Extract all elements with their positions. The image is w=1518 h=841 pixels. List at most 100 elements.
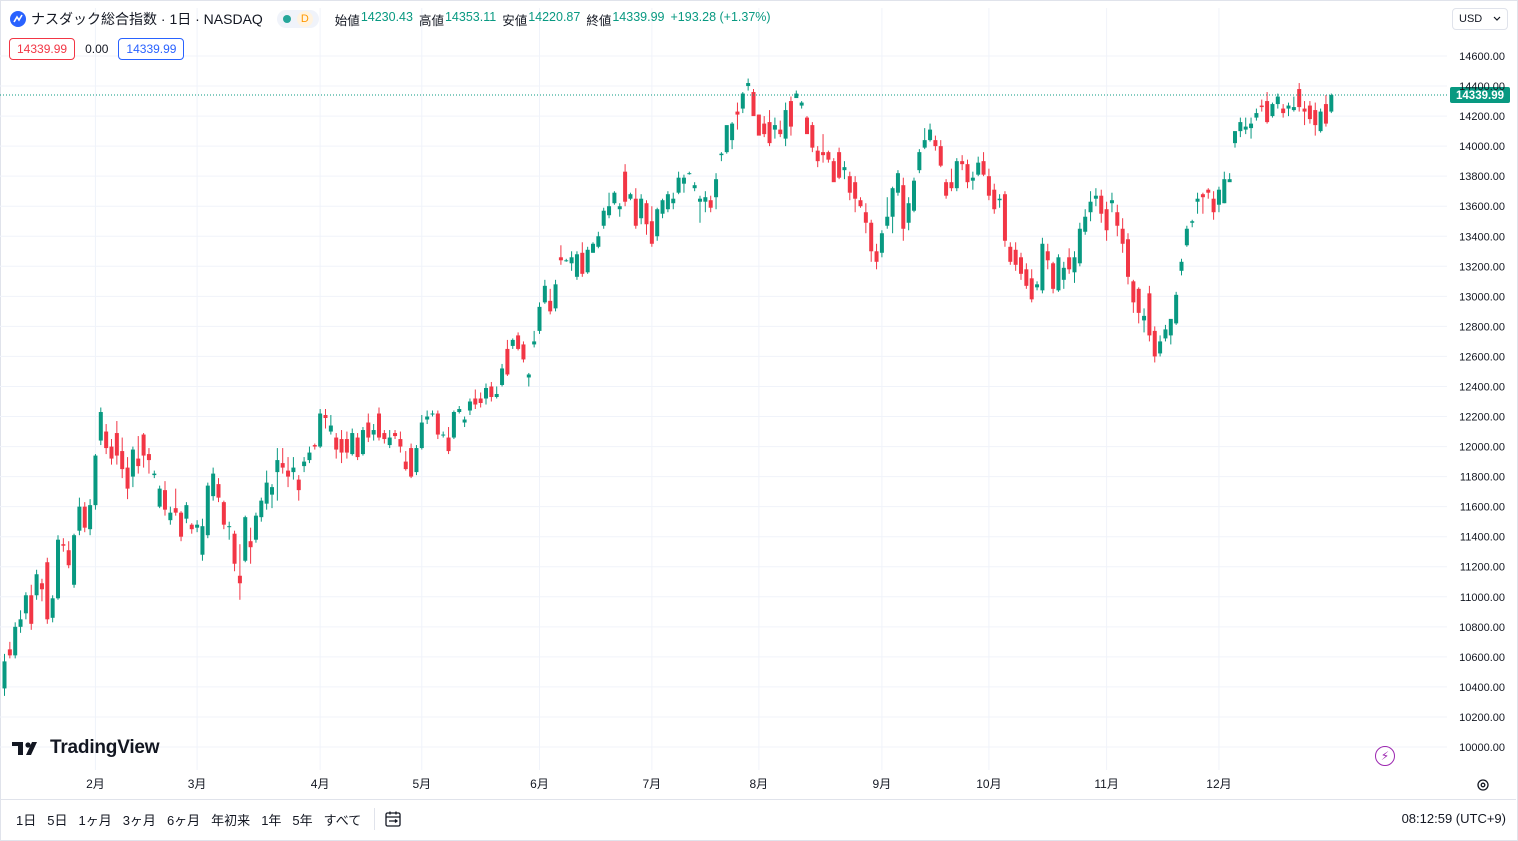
candle-body — [1329, 95, 1334, 112]
candle — [387, 430, 392, 449]
change-value: +193.28 (+1.37%) — [670, 9, 771, 24]
range-5y-button[interactable]: 5年 — [292, 812, 313, 828]
candle — [184, 502, 189, 524]
lightning-icon[interactable]: ⚡ — [1375, 746, 1395, 766]
last-price-label: 14339.99 — [1456, 90, 1504, 102]
candle-body — [211, 473, 216, 497]
candle — [569, 251, 574, 271]
candle-body — [1061, 267, 1066, 280]
time-tick-label: 6月 — [530, 777, 549, 791]
candle-body — [521, 344, 526, 360]
candle — [1051, 261, 1056, 294]
candle-body — [462, 419, 467, 423]
candle — [409, 443, 414, 479]
candle-body — [398, 439, 403, 447]
candle-body — [248, 541, 253, 548]
price-tick-label: 11600.00 — [1460, 502, 1505, 514]
candle-body — [954, 161, 959, 189]
candle — [248, 527, 253, 564]
range-1y-button[interactable]: 1年 — [261, 812, 282, 828]
candle — [280, 448, 285, 474]
range-1d-button[interactable]: 1日 — [16, 812, 37, 828]
candle-body — [1013, 249, 1018, 265]
candle-body — [1318, 111, 1323, 132]
candle-body — [425, 416, 430, 420]
candle-body — [890, 188, 895, 217]
candle-body — [788, 101, 793, 127]
candle — [1313, 102, 1318, 136]
calendar-range-icon[interactable] — [383, 809, 403, 829]
candle — [842, 161, 847, 180]
candle — [2, 653, 7, 696]
gear-icon[interactable] — [1474, 776, 1492, 794]
candle — [253, 512, 258, 543]
candle — [767, 110, 772, 147]
market-open-icon — [282, 15, 291, 23]
candle-body — [1040, 243, 1045, 291]
candle — [922, 128, 927, 150]
candle — [542, 279, 547, 304]
candle — [1126, 233, 1130, 285]
candle — [467, 398, 472, 416]
candle-body — [1099, 195, 1104, 214]
range-3m-button[interactable]: 3ヶ月 — [122, 812, 156, 828]
candle — [195, 520, 200, 533]
candle-body — [1216, 189, 1221, 205]
tradingview-logo[interactable]: TradingView — [12, 737, 160, 759]
high-value: 14353.11 — [444, 9, 497, 24]
candle — [18, 610, 23, 633]
candle-body — [692, 185, 697, 189]
candle — [548, 288, 553, 315]
candle — [1093, 188, 1098, 207]
clock-timezone[interactable]: 08:12:59 (UTC+9) — [1401, 811, 1506, 826]
range-all-button[interactable]: すべて — [323, 812, 362, 828]
candle — [403, 451, 408, 471]
range-6m-button[interactable]: 6ヶ月 — [166, 812, 201, 828]
candle-body — [976, 162, 981, 175]
candle-body — [435, 413, 440, 435]
candle-body — [419, 422, 424, 449]
candle — [157, 485, 162, 509]
market-status-pill[interactable]: D — [276, 10, 319, 28]
candle — [200, 518, 205, 561]
candle-body — [1120, 228, 1125, 244]
candle-body — [1281, 108, 1286, 114]
candle — [291, 457, 296, 480]
candle — [1254, 108, 1259, 121]
candle-body — [1313, 110, 1318, 126]
candle-body — [607, 206, 612, 216]
candle-body — [778, 129, 783, 135]
candle-body — [200, 526, 205, 555]
range-ytd-button[interactable]: 年初来 — [211, 812, 251, 828]
symbol-title[interactable]: ナスダック総合指数 · 1日 · NASDAQ — [31, 11, 263, 27]
candle-body — [34, 574, 39, 596]
candle-body — [93, 455, 98, 506]
candle — [484, 383, 488, 405]
candle-body — [970, 177, 975, 181]
candle-body — [1233, 131, 1237, 144]
buy-price-button[interactable]: 14339.99 — [118, 38, 185, 60]
candle — [398, 431, 403, 453]
candle-body — [842, 167, 847, 171]
time-tick-label: 3月 — [188, 777, 207, 791]
candle — [7, 641, 12, 659]
spread-value: 0.00 — [85, 42, 109, 56]
candle — [730, 122, 735, 150]
candle-body — [232, 533, 237, 564]
candle-body — [591, 243, 595, 253]
candle — [1227, 173, 1232, 183]
candle-body — [227, 526, 232, 528]
candle — [1195, 192, 1200, 214]
candle — [120, 437, 125, 479]
candle-body — [205, 485, 210, 536]
range-5d-button[interactable]: 5日 — [47, 812, 68, 828]
currency-select[interactable]: USD — [1452, 8, 1508, 30]
candle-body — [157, 488, 162, 507]
candle — [1142, 308, 1147, 333]
candle — [885, 197, 890, 229]
candle-body — [1200, 194, 1205, 198]
candles — [2, 78, 1334, 696]
range-1m-button[interactable]: 1ヶ月 — [78, 812, 112, 828]
sell-price-button[interactable]: 14339.99 — [9, 38, 76, 60]
